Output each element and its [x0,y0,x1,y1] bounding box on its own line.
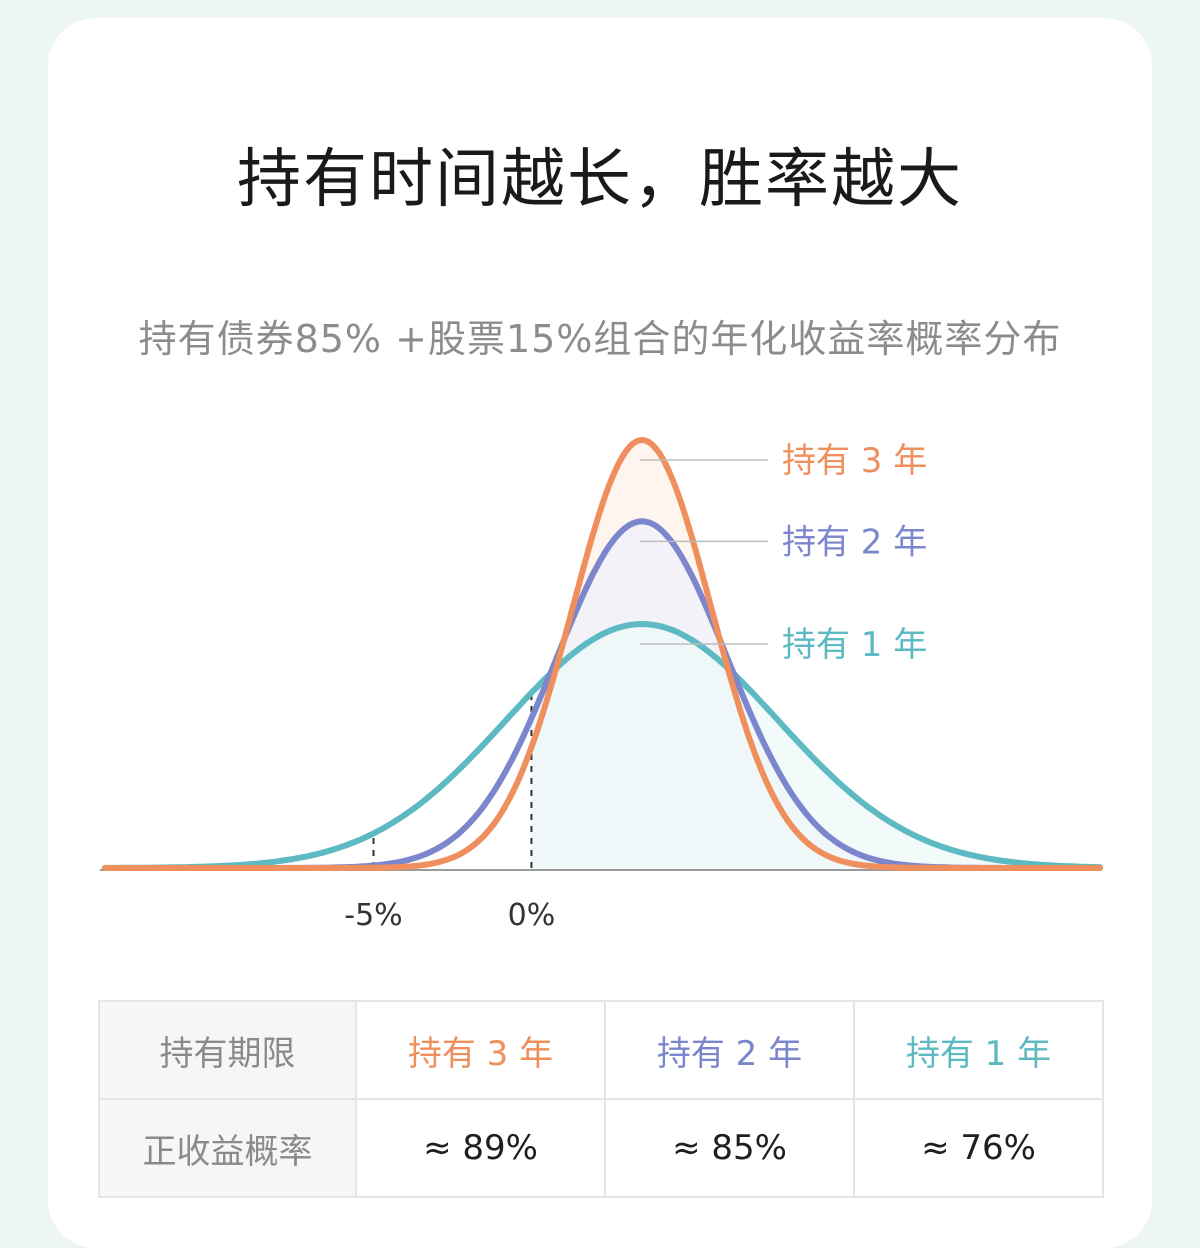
table-row: 持有期限 持有 3 年 持有 2 年 持有 1 年 [98,1000,1104,1100]
legend-label-year1: 持有 1 年 [782,625,927,665]
table-cell-year1: 持有 1 年 [853,1000,1104,1100]
curves [102,436,1103,871]
probability-table: 持有期限 持有 3 年 持有 2 年 持有 1 年 正收益概率 ≈ 89% ≈ … [98,1000,1104,1198]
table-value-year1: ≈ 76% [853,1098,1104,1198]
table-header-positive-prob: 正收益概率 [98,1098,357,1198]
x-tick-label-zero: 0% [508,898,556,933]
legend-label-year3: 持有 3 年 [782,441,927,481]
page-title: 持有时间越长，胜率越大 [237,143,963,217]
positive-area-year1 [531,624,1100,868]
legend-leader-lines [640,459,768,645]
series-line-year3 [102,436,1103,871]
x-tick-label-minus5: -5% [344,898,402,933]
table-header-period: 持有期限 [98,1000,357,1100]
table-cell-year3: 持有 3 年 [355,1000,606,1100]
table-value-year3: ≈ 89% [355,1098,606,1198]
chart-subtitle: 持有债券85% +股票15%组合的年化收益率概率分布 [138,317,1062,361]
distribution-chart: 持有 3 年 持有 2 年 持有 1 年 -5% 0% [100,436,1103,933]
legend-label-year2: 持有 2 年 [782,522,927,562]
table-row: 正收益概率 ≈ 89% ≈ 85% ≈ 76% [98,1098,1104,1198]
table-cell-year2: 持有 2 年 [604,1000,855,1100]
series-line-year1 [102,620,1103,871]
table-value-year2: ≈ 85% [604,1098,855,1198]
